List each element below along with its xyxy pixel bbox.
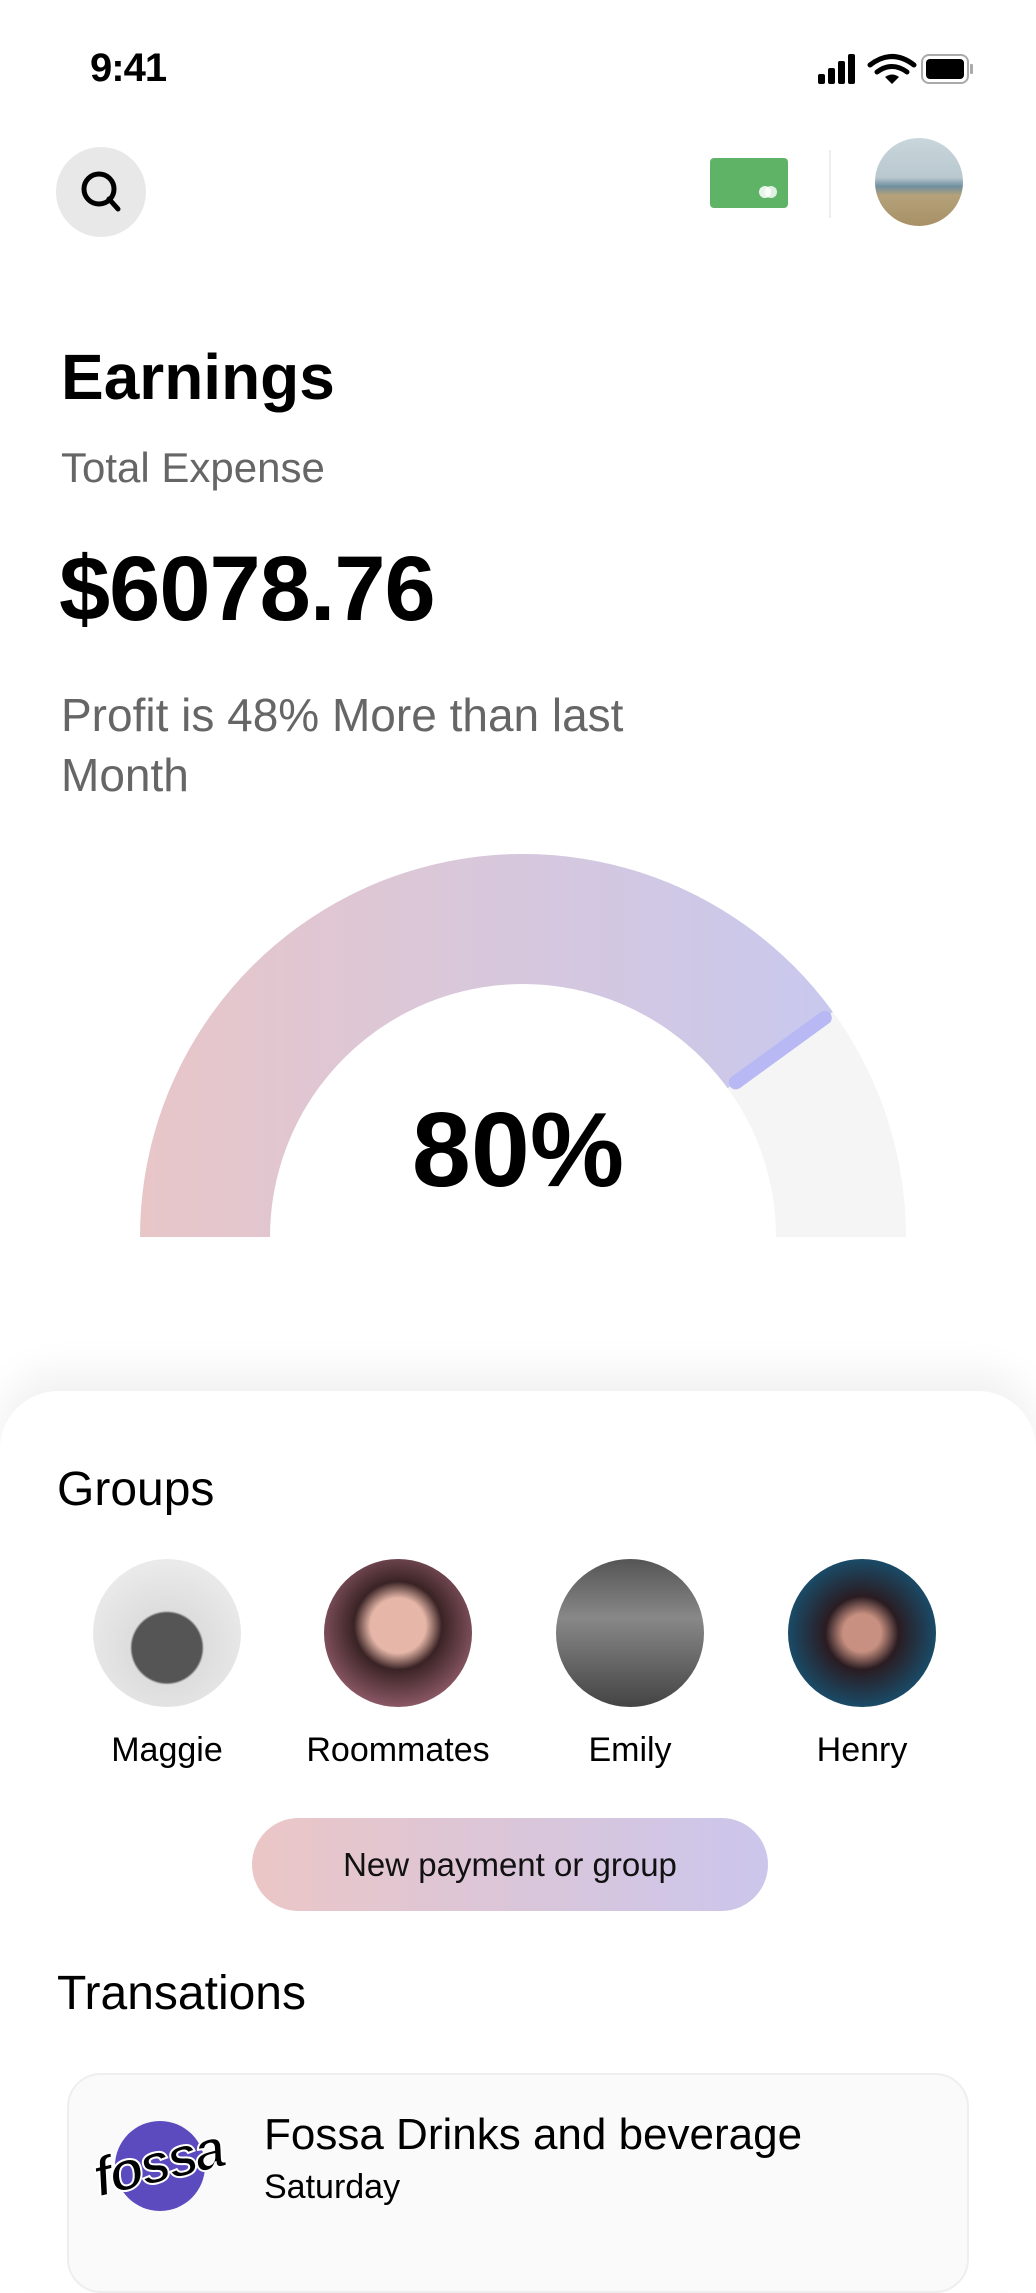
group-name: Emily bbox=[588, 1731, 672, 1769]
group-item[interactable]: Emily bbox=[520, 1559, 740, 1770]
transactions-title: Transations bbox=[57, 1967, 306, 2020]
page-title: Earnings bbox=[61, 341, 335, 413]
fossa-logo bbox=[115, 2121, 205, 2211]
group-avatar bbox=[93, 1559, 241, 1707]
search-button[interactable] bbox=[56, 147, 146, 237]
new-payment-button[interactable]: New payment or group bbox=[252, 1818, 768, 1911]
header-divider bbox=[829, 150, 831, 218]
group-avatar bbox=[324, 1559, 472, 1707]
group-item[interactable]: Roommates bbox=[288, 1559, 508, 1770]
group-item[interactable]: Henry bbox=[752, 1559, 972, 1770]
group-name: Henry bbox=[816, 1731, 908, 1769]
groups-title: Groups bbox=[57, 1463, 215, 1516]
profit-text: Profit is 48% More than last Month bbox=[61, 689, 624, 801]
signal-icon bbox=[818, 54, 855, 84]
status-time: 9:41 bbox=[90, 46, 167, 90]
profile-avatar[interactable] bbox=[875, 138, 963, 226]
battery-icon bbox=[921, 54, 973, 84]
group-item[interactable]: Maggie bbox=[57, 1559, 277, 1770]
status-icons bbox=[818, 54, 973, 84]
subtitle: Total Expense bbox=[61, 444, 325, 491]
wifi-dot bbox=[885, 74, 899, 84]
group-avatar bbox=[556, 1559, 704, 1707]
gauge-fill bbox=[140, 854, 833, 1237]
wifi-icon bbox=[867, 54, 917, 75]
group-name: Roommates bbox=[306, 1731, 490, 1769]
total-amount: $6078.76 bbox=[59, 538, 436, 640]
group-avatar bbox=[788, 1559, 936, 1707]
group-name: Maggie bbox=[111, 1731, 223, 1769]
gauge-marker bbox=[728, 1010, 832, 1090]
search-icon bbox=[81, 171, 121, 212]
card-icon[interactable] bbox=[710, 158, 788, 208]
gauge-value: 80% bbox=[411, 1091, 625, 1209]
transaction-title: Fossa Drinks and beverage bbox=[264, 2110, 803, 2159]
progress-gauge bbox=[140, 854, 906, 1237]
transaction-date: Saturday bbox=[264, 2168, 401, 2206]
